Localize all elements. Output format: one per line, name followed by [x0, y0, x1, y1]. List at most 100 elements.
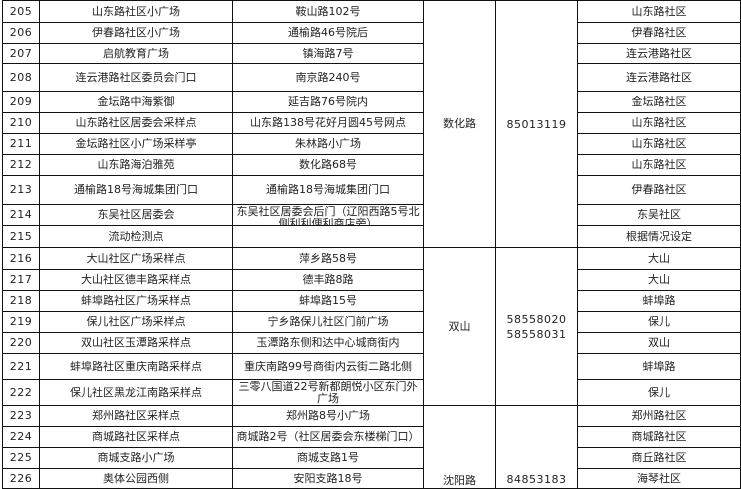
site-name: 启航教育广场	[39, 43, 233, 64]
table-row: 219 保儿社区广场采样点 宁乡路保儿社区门前广场 保儿	[2, 311, 741, 333]
table-row: 223 郑州路社区采样点 郑州路8号小广场 沈阳路 84853183 郑州路社区	[2, 405, 741, 489]
community: 双山	[577, 332, 741, 354]
site-address: 重庆南路99号商街内云街二路北侧	[232, 353, 424, 380]
row-number-text: 207	[9, 47, 33, 60]
row-number-text: 216	[9, 252, 33, 265]
community-text: 金坛路社区	[631, 96, 687, 108]
site-address-text: 安阳支路18号	[293, 472, 363, 485]
site-address-text: 重庆南路99号商街内云街二路北侧	[244, 360, 412, 373]
site-name: 伊春路社区小广场	[39, 22, 233, 44]
site-address: 延吉路76号院内	[232, 91, 424, 113]
row-number-text: 212	[9, 159, 33, 171]
community-text: 蚌埠路	[642, 360, 676, 373]
site-address-text: 通榆路18号海城集团门口	[266, 184, 390, 196]
phone-number: 58558031	[506, 327, 567, 341]
site-name: 蚌埠路社区重庆南路采样点	[39, 353, 233, 380]
site-name: 商城路社区采样点	[39, 426, 233, 448]
site-address-text: 德丰路8路	[302, 274, 354, 286]
community: 伊春路社区	[577, 22, 741, 44]
phone-cell: 85013119	[495, 0, 578, 248]
row-number: 207	[2, 43, 40, 64]
row-number: 217	[2, 269, 40, 291]
community-text: 蚌埠路	[642, 295, 676, 307]
community-text: 大山	[648, 274, 670, 286]
community: 郑州路社区	[577, 405, 741, 427]
community: 蚌埠路	[577, 353, 741, 380]
row-number: 214	[2, 204, 40, 226]
site-address-text: 宁乡路保儿社区门前广场	[267, 316, 389, 328]
community-text: 山东路社区	[631, 138, 687, 150]
district-cell: 沈阳路	[423, 405, 496, 489]
community: 伊春路社区	[577, 175, 741, 205]
table-row: 210 山东路社区居委会采样点 山东路138号花好月圆45号网点 山东路社区	[2, 112, 741, 134]
community: 蚌埠路	[577, 290, 741, 312]
row-number-text: 221	[9, 360, 33, 373]
site-name-text: 连云港路社区委员会门口	[75, 71, 197, 84]
community: 山东路社区	[577, 154, 741, 176]
row-number-text: 211	[9, 138, 33, 150]
row-number: 208	[2, 63, 40, 92]
row-number-text: 225	[9, 452, 33, 464]
community-text: 保儿	[648, 316, 670, 328]
site-address: 郑州路8号小广场	[232, 405, 424, 427]
row-number: 224	[2, 426, 40, 448]
site-name: 山东路社区居委会采样点	[39, 112, 233, 134]
table-row: 221 蚌埠路社区重庆南路采样点 重庆南路99号商街内云街二路北侧 蚌埠路	[2, 353, 741, 380]
row-number-text: 223	[9, 410, 33, 422]
community: 东吴社区	[577, 204, 741, 226]
community: 大山	[577, 269, 741, 291]
table-row: 214 东吴社区居委会 东吴社区居委会后门（辽阳西路5号北侧利利便利商店旁） 东吴社区	[2, 204, 741, 226]
site-address-text: 三零八国道22号新都朗悦小区东门外广场	[238, 380, 418, 405]
row-number-text: 226	[9, 472, 33, 485]
site-address-text: 通榆路46号院后	[288, 27, 368, 39]
row-number-text: 218	[9, 295, 33, 307]
site-address: 宁乡路保儿社区门前广场	[232, 311, 424, 333]
site-name: 保儿社区广场采样点	[39, 311, 233, 333]
community: 大山	[577, 247, 741, 270]
row-number: 226	[2, 468, 40, 489]
site-name: 连云港路社区委员会门口	[39, 63, 233, 92]
row-number: 220	[2, 332, 40, 354]
table-row: 212 山东路海泊雅苑 数化路68号 山东路社区	[2, 154, 741, 176]
site-name-text: 双山社区玉潭路采样点	[81, 337, 191, 349]
table-row: 211 金坛路社区小广场采样亭 朱林路小广场 山东路社区	[2, 133, 741, 155]
site-name-text: 伊春路社区小广场	[92, 27, 180, 39]
phone-number: 85013119	[506, 117, 567, 131]
community-text: 连云港路社区	[626, 71, 692, 84]
site-name-text: 商城支路小广场	[97, 452, 175, 464]
site-address-text: 萍乡路58号	[299, 252, 357, 265]
site-name-text: 蚌埠路社区重庆南路采样点	[70, 360, 202, 373]
community-text: 大山	[648, 252, 670, 265]
row-number: 209	[2, 91, 40, 113]
row-number: 223	[2, 405, 40, 427]
site-name: 通榆路18号海城集团门口	[39, 175, 233, 205]
row-number: 205	[2, 0, 40, 23]
community-text: 海琴社区	[637, 472, 681, 485]
site-name-text: 山东路社区居委会采样点	[75, 117, 197, 129]
table-row: 218 蚌埠路社区广场采样点 蚌埠路15号 蚌埠路	[2, 290, 741, 312]
site-name: 蚌埠路社区广场采样点	[39, 290, 233, 312]
table-row: 220 双山社区玉潭路采样点 玉潭路东侧和达中心城商街内 双山	[2, 332, 741, 354]
row-number: 210	[2, 112, 40, 134]
community-text: 保儿	[648, 386, 670, 399]
community-text: 东吴社区	[637, 209, 681, 221]
community-text: 伊春路社区	[631, 184, 687, 196]
community: 保儿	[577, 379, 741, 406]
site-name-text: 商城路社区采样点	[92, 431, 180, 443]
table-row: 222 保儿社区黑龙江南路采样点 三零八国道22号新都朗悦小区东门外广场 保儿	[2, 379, 741, 406]
site-name: 东吴社区居委会	[39, 204, 233, 226]
row-number: 211	[2, 133, 40, 155]
row-number: 212	[2, 154, 40, 176]
site-name-text: 东吴社区居委会	[97, 209, 175, 221]
community: 商丘路社区	[577, 447, 741, 469]
table-row: 213 通榆路18号海城集团门口 通榆路18号海城集团门口 伊春路社区	[2, 175, 741, 205]
row-number-text: 215	[9, 230, 33, 243]
phone-cell: 84853183	[495, 405, 578, 489]
community: 山东路社区	[577, 0, 741, 23]
site-address: 萍乡路58号	[232, 247, 424, 270]
site-name-text: 启航教育广场	[103, 47, 169, 60]
community-text: 商丘路社区	[631, 452, 687, 464]
row-number-text: 208	[9, 71, 33, 84]
